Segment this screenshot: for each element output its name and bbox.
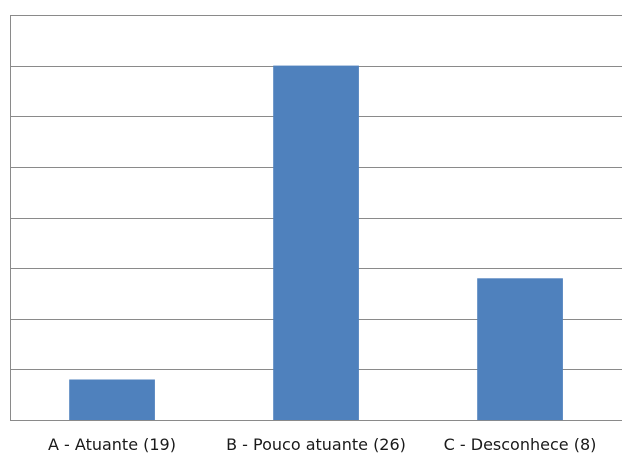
axes bbox=[10, 15, 622, 421]
bars bbox=[69, 65, 563, 421]
x-axis-tick-labels: A - Atuante (19) B - Pouco atuante (26) C … bbox=[48, 435, 596, 454]
bar bbox=[477, 278, 563, 421]
bar bbox=[69, 379, 155, 420]
x-tick-label: B - Pouco atuante (26) bbox=[226, 435, 406, 454]
x-tick-label: A - Atuante (19) bbox=[48, 435, 176, 454]
bar bbox=[273, 65, 359, 420]
x-tick-label: C - Desconhece (8) bbox=[444, 435, 597, 454]
